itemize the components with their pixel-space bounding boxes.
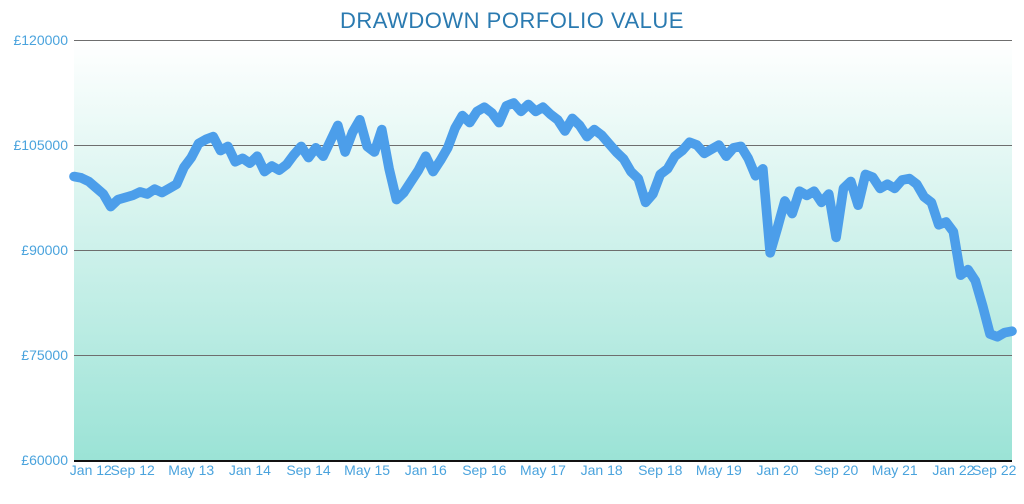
x-axis-label: May 13 xyxy=(168,462,214,478)
x-axis: Jan 12Sep 12May 13Jan 14Sep 14May 15Jan … xyxy=(74,460,1012,482)
x-axis-label: Jan 20 xyxy=(756,462,798,478)
x-axis-label: Jan 22 xyxy=(932,462,974,478)
y-axis-label: £105000 xyxy=(13,137,74,153)
y-axis-label: £90000 xyxy=(21,242,74,258)
x-axis-label: Jan 14 xyxy=(229,462,271,478)
x-axis-label: Sep 18 xyxy=(638,462,682,478)
x-axis-label: Sep 22 xyxy=(972,462,1016,478)
x-axis-label: May 17 xyxy=(520,462,566,478)
y-axis-label: £120000 xyxy=(13,32,74,48)
x-axis-label: Jan 16 xyxy=(405,462,447,478)
x-axis-label: Jan 18 xyxy=(581,462,623,478)
x-axis-label: May 21 xyxy=(872,462,918,478)
plot-area: £60000£75000£90000£105000£120000Jan 12Se… xyxy=(74,40,1012,460)
y-axis-label: £75000 xyxy=(21,347,74,363)
portfolio-line xyxy=(74,103,1012,337)
x-axis-label: May 19 xyxy=(696,462,742,478)
x-axis-label: Sep 14 xyxy=(286,462,330,478)
x-axis-label: Sep 12 xyxy=(110,462,154,478)
x-axis-label: Jan 12 xyxy=(70,462,112,478)
x-axis-label: Sep 20 xyxy=(814,462,858,478)
x-axis-label: May 15 xyxy=(344,462,390,478)
line-series xyxy=(74,40,1012,460)
portfolio-drawdown-chart: DRAWDOWN PORFOLIO VALUE £60000£75000£900… xyxy=(0,0,1024,504)
y-axis-label: £60000 xyxy=(21,452,74,468)
x-axis-label: Sep 16 xyxy=(462,462,506,478)
chart-title: DRAWDOWN PORFOLIO VALUE xyxy=(4,8,1020,34)
